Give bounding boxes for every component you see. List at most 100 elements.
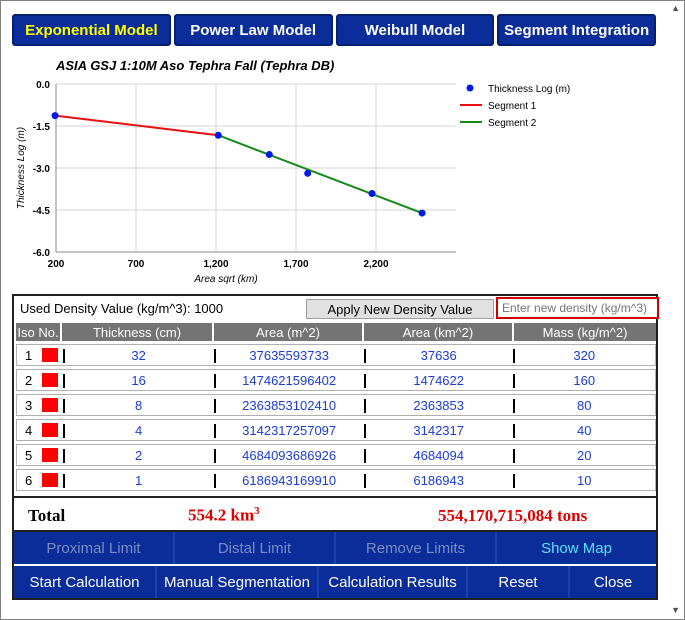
iso-number: 2 bbox=[25, 372, 33, 388]
iso-number: 1 bbox=[25, 347, 33, 363]
cell-separator bbox=[363, 399, 366, 413]
header-iso-no: Iso No. bbox=[16, 323, 62, 341]
cell-separator bbox=[62, 399, 65, 413]
calculation-panel: Used Density Value (kg/m^3): 1000 Apply … bbox=[12, 294, 659, 600]
y-tick-label: -1.5 bbox=[33, 122, 51, 133]
cell-mass-value: 20 bbox=[576, 447, 592, 463]
y-tick-label: 0.0 bbox=[36, 80, 50, 91]
apply-density-button[interactable]: Apply New Density Value bbox=[306, 299, 494, 319]
model-tabs: Exponential Model Power Law Model Weibul… bbox=[12, 14, 656, 46]
header-thickness: Thickness (cm) bbox=[62, 323, 214, 341]
cell-mass-value: 10 bbox=[576, 472, 592, 488]
iso-number: 5 bbox=[25, 447, 33, 463]
calculation-results-button[interactable]: Calculation Results bbox=[319, 566, 468, 598]
table-row[interactable]: 1 32 37635593733 37636 320 bbox=[16, 344, 656, 366]
x-tick-label: 1,700 bbox=[283, 259, 308, 270]
remove-limits-button[interactable]: Remove Limits bbox=[336, 532, 497, 564]
cell-thickness-value: 2 bbox=[135, 447, 143, 463]
chart-title: ASIA GSJ 1:10M Aso Tephra Fall (Tephra D… bbox=[56, 58, 335, 73]
cell-iso: 6 bbox=[17, 470, 63, 490]
manual-segmentation-button[interactable]: Manual Segmentation bbox=[157, 566, 319, 598]
total-area-superscript: 3 bbox=[254, 505, 260, 517]
data-point bbox=[418, 209, 426, 217]
cell-separator bbox=[62, 349, 65, 363]
cell-area-m2-value: 3142317257097 bbox=[242, 422, 337, 438]
tab-segment-integration[interactable]: Segment Integration bbox=[497, 14, 656, 46]
cell-mass: 10 bbox=[513, 470, 655, 490]
density-input[interactable] bbox=[496, 297, 659, 319]
cell-thickness-value: 4 bbox=[135, 422, 143, 438]
header-area-m2: Area (m^2) bbox=[214, 323, 364, 341]
table-row[interactable]: 4 4 3142317257097 3142317 40 bbox=[16, 419, 656, 441]
cell-area-m2-value: 37635593733 bbox=[249, 347, 329, 363]
cell-separator bbox=[513, 449, 516, 463]
total-area: 554.2 km3 bbox=[188, 505, 260, 526]
scroll-up-arrow-icon[interactable]: ▲ bbox=[671, 3, 680, 13]
header-mass: Mass (kg/m^2) bbox=[514, 323, 656, 341]
cell-area-m2: 37635593733 bbox=[214, 345, 364, 365]
series-line-segment-1 bbox=[54, 114, 219, 137]
cell-separator bbox=[513, 399, 516, 413]
show-map-button[interactable]: Show Map bbox=[497, 532, 656, 564]
cell-separator bbox=[214, 449, 217, 463]
cell-separator bbox=[513, 349, 516, 363]
table-row[interactable]: 2 16 1474621596402 1474622 160 bbox=[16, 369, 656, 391]
cell-area-m2-value: 2363853102410 bbox=[242, 397, 337, 413]
x-tick-label: 2,200 bbox=[363, 259, 388, 270]
data-point bbox=[214, 131, 222, 139]
color-swatch[interactable] bbox=[42, 348, 59, 362]
cell-mass: 160 bbox=[513, 370, 655, 390]
cell-separator bbox=[513, 374, 516, 388]
table-row[interactable]: 3 8 2363853102410 2363853 80 bbox=[16, 394, 656, 416]
cell-mass: 320 bbox=[513, 345, 655, 365]
table-row[interactable]: 6 1 6186943169910 6186943 10 bbox=[16, 469, 656, 491]
color-swatch[interactable] bbox=[42, 448, 59, 462]
distal-limit-button[interactable]: Distal Limit bbox=[175, 532, 336, 564]
close-button[interactable]: Close bbox=[570, 566, 656, 598]
cell-area-m2: 2363853102410 bbox=[214, 395, 364, 415]
cell-separator bbox=[62, 374, 65, 388]
data-point bbox=[265, 151, 273, 159]
tab-weibull-model[interactable]: Weibull Model bbox=[335, 14, 495, 46]
cell-iso: 4 bbox=[17, 420, 63, 440]
chart-area: ASIA GSJ 1:10M Aso Tephra Fall (Tephra D… bbox=[12, 50, 656, 292]
iso-number: 4 bbox=[25, 422, 33, 438]
y-tick-label: -3.0 bbox=[33, 164, 51, 175]
cell-mass: 40 bbox=[513, 420, 655, 440]
cell-separator bbox=[214, 474, 217, 488]
cell-separator bbox=[363, 374, 366, 388]
table-header: Iso No. Thickness (cm) Area (m^2) Area (… bbox=[16, 323, 656, 341]
cell-thickness-value: 16 bbox=[131, 372, 146, 388]
cell-mass-value: 80 bbox=[576, 397, 592, 413]
cell-mass-value: 40 bbox=[576, 422, 592, 438]
cell-area-km2: 2363853 bbox=[363, 395, 514, 415]
color-swatch[interactable] bbox=[42, 473, 59, 487]
series-line-segment-2 bbox=[217, 134, 423, 215]
table-row[interactable]: 5 2 4684093686926 4684094 20 bbox=[16, 444, 656, 466]
cell-thickness: 4 bbox=[62, 420, 215, 440]
color-swatch[interactable] bbox=[42, 398, 59, 412]
cell-area-km2: 4684094 bbox=[363, 445, 514, 465]
cell-area-m2: 3142317257097 bbox=[214, 420, 364, 440]
cell-area-km2: 3142317 bbox=[363, 420, 514, 440]
scroll-down-arrow-icon[interactable]: ▼ bbox=[671, 605, 680, 615]
reset-button[interactable]: Reset bbox=[468, 566, 570, 598]
cell-area-m2: 4684093686926 bbox=[214, 445, 364, 465]
x-tick-label: 200 bbox=[48, 259, 65, 270]
tab-exponential-model[interactable]: Exponential Model bbox=[12, 14, 171, 46]
cell-separator bbox=[214, 424, 217, 438]
cell-thickness-value: 8 bbox=[135, 397, 143, 413]
proximal-limit-button[interactable]: Proximal Limit bbox=[14, 532, 175, 564]
cell-iso: 3 bbox=[17, 395, 63, 415]
color-swatch[interactable] bbox=[42, 373, 59, 387]
cell-separator bbox=[363, 349, 366, 363]
cell-separator bbox=[62, 449, 65, 463]
tab-power-law-model[interactable]: Power Law Model bbox=[173, 14, 333, 46]
limit-buttons-row: Proximal Limit Distal Limit Remove Limit… bbox=[14, 532, 656, 564]
cell-area-km2-value: 1474622 bbox=[413, 372, 464, 388]
data-point bbox=[304, 169, 312, 177]
cell-area-km2: 1474622 bbox=[363, 370, 514, 390]
cell-area-m2-value: 6186943169910 bbox=[242, 472, 337, 488]
start-calculation-button[interactable]: Start Calculation bbox=[14, 566, 157, 598]
color-swatch[interactable] bbox=[42, 423, 59, 437]
